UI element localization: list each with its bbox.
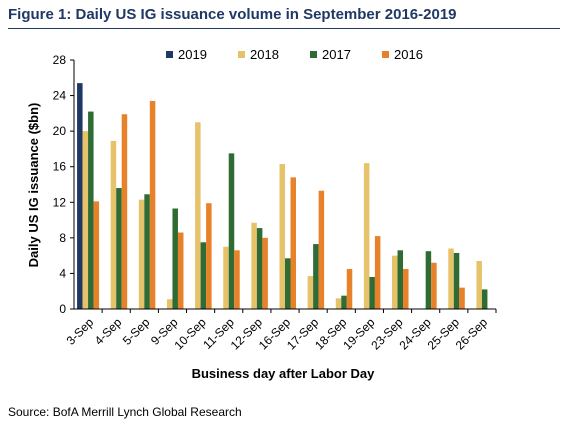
bar-2018-17-Sep <box>307 276 314 309</box>
x-tick-label: 26-Sep <box>453 315 490 352</box>
bar-2018-18-Sep <box>335 298 342 309</box>
bar-2019-3-Sep <box>77 83 83 309</box>
bar-2017-11-Sep <box>228 153 235 309</box>
y-tick-label: 12 <box>53 195 67 209</box>
bar-2018-19-Sep <box>363 163 370 309</box>
bar-2016-23-Sep <box>403 268 409 309</box>
bar-2017-18-Sep <box>341 295 347 309</box>
chart-legend: 2019 2018 2017 2016 <box>166 47 423 62</box>
title-divider <box>8 28 560 29</box>
bar-2018-5-Sep <box>138 199 145 309</box>
bar-2016-25-Sep <box>459 287 465 309</box>
figure-title: Figure 1: Daily US IG issuance volume in… <box>8 6 457 23</box>
bar-2017-26-Sep <box>481 289 488 309</box>
legend-swatch-2016 <box>382 51 389 58</box>
x-tick-label: 4-Sep <box>92 315 125 348</box>
bar-2018-4-Sep <box>110 140 117 309</box>
y-tick-label: 0 <box>59 302 66 316</box>
y-tick-label: 20 <box>53 124 67 138</box>
y-axis: 0 4 8 12 16 20 24 28 <box>53 53 75 316</box>
bar-2018-16-Sep <box>279 164 285 309</box>
bar-2016-5-Sep <box>149 100 156 310</box>
y-axis-title: Daily US IG issuance ($bn) <box>26 103 41 268</box>
bar-2016-4-Sep <box>121 114 128 309</box>
legend-swatch-2019 <box>166 51 173 58</box>
bar-2016-12-Sep <box>262 237 268 309</box>
bars-group <box>77 83 488 310</box>
legend-swatch-2018 <box>238 51 245 58</box>
bar-2017-25-Sep <box>453 252 460 309</box>
x-tick-label: 5-Sep <box>120 315 153 348</box>
bar-2017-24-Sep <box>425 251 432 309</box>
bar-2016-18-Sep <box>346 268 353 309</box>
legend-label-2017: 2017 <box>322 47 351 62</box>
bar-2017-23-Sep <box>397 250 404 309</box>
legend-label-2018: 2018 <box>250 47 279 62</box>
y-tick-label: 8 <box>59 231 66 245</box>
bar-2016-19-Sep <box>374 236 381 309</box>
bar-2016-3-Sep <box>93 201 100 309</box>
bar-2018-9-Sep <box>166 299 173 309</box>
bar-2016-16-Sep <box>290 177 296 309</box>
bar-2018-23-Sep <box>392 255 398 309</box>
bar-2016-10-Sep <box>206 203 212 309</box>
bar-2016-17-Sep <box>318 190 325 309</box>
y-tick-label: 16 <box>53 160 67 174</box>
legend-label-2019: 2019 <box>178 47 207 62</box>
bar-2016-24-Sep <box>431 262 437 309</box>
bar-2017-3-Sep <box>88 111 94 309</box>
bar-2018-3-Sep <box>82 131 89 309</box>
x-tick-label: 3-Sep <box>64 315 97 348</box>
bar-2017-4-Sep <box>116 188 122 309</box>
bar-2017-16-Sep <box>285 258 291 309</box>
issuance-bar-chart: Daily US IG issuance ($bn) Business day … <box>26 47 497 381</box>
x-tick-label: 10-Sep <box>171 315 208 352</box>
bar-2017-17-Sep <box>313 244 319 309</box>
bar-2018-10-Sep <box>195 122 201 309</box>
legend-label-2016: 2016 <box>394 47 423 62</box>
y-axis-title-group: Daily US IG issuance ($bn) <box>26 103 41 268</box>
bar-2018-25-Sep <box>448 248 454 309</box>
x-axis: 3-Sep4-Sep5-Sep9-Sep10-Sep11-Sep12-Sep16… <box>64 308 497 352</box>
y-tick-label: 28 <box>53 53 67 67</box>
bar-2017-10-Sep <box>200 242 207 309</box>
bar-2017-19-Sep <box>369 276 375 309</box>
bar-2018-26-Sep <box>476 260 482 309</box>
legend-swatch-2017 <box>310 51 317 58</box>
bar-2017-5-Sep <box>144 194 150 309</box>
bar-2017-12-Sep <box>256 228 263 309</box>
bar-2018-12-Sep <box>251 222 257 309</box>
source-note: Source: BofA Merrill Lynch Global Resear… <box>8 405 242 419</box>
y-tick-label: 4 <box>59 266 66 280</box>
x-axis-title: Business day after Labor Day <box>192 366 376 381</box>
bar-2018-11-Sep <box>223 246 229 309</box>
bar-2017-9-Sep <box>172 208 178 309</box>
bar-2016-9-Sep <box>177 232 184 309</box>
bar-2016-11-Sep <box>234 250 240 309</box>
y-tick-label: 24 <box>53 89 67 103</box>
